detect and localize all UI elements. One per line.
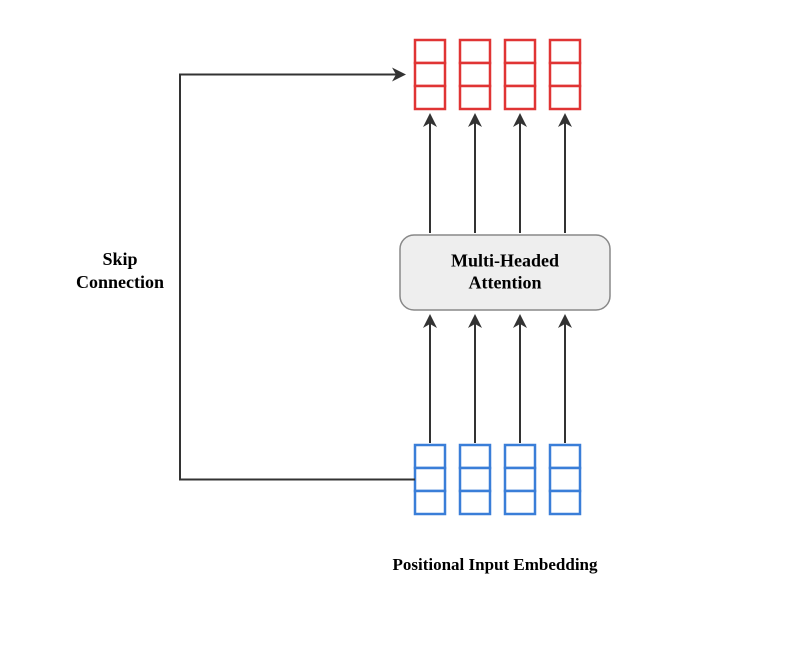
architecture-diagram: Multi-Headed Attention Skip Connection P… bbox=[0, 0, 800, 654]
embedding-cell bbox=[550, 491, 580, 514]
arrows-input-to-attention bbox=[430, 316, 565, 443]
attention-block: Multi-Headed Attention bbox=[400, 235, 610, 310]
embedding-cell bbox=[505, 86, 535, 109]
embedding-cell bbox=[505, 40, 535, 63]
embedding-cell bbox=[415, 86, 445, 109]
embedding-cell bbox=[550, 40, 580, 63]
embedding-cell bbox=[460, 40, 490, 63]
input-embeddings bbox=[415, 445, 580, 514]
embedding-cell bbox=[460, 86, 490, 109]
embedding-cell bbox=[505, 468, 535, 491]
embedding-cell bbox=[460, 468, 490, 491]
embedding-cell bbox=[415, 40, 445, 63]
skip-label-line1: Skip bbox=[102, 249, 137, 269]
embedding-cell bbox=[415, 468, 445, 491]
embedding-cell bbox=[460, 445, 490, 468]
attention-label-line2: Attention bbox=[469, 273, 542, 293]
arrows-attention-to-output bbox=[430, 115, 565, 233]
embedding-cell bbox=[550, 468, 580, 491]
skip-connection-arrow bbox=[180, 75, 415, 480]
embedding-cell bbox=[550, 86, 580, 109]
embedding-cell bbox=[415, 445, 445, 468]
skip-label-line2: Connection bbox=[76, 272, 164, 292]
embedding-cell bbox=[505, 63, 535, 86]
embedding-cell bbox=[460, 63, 490, 86]
attention-label-line1: Multi-Headed bbox=[451, 251, 559, 271]
embedding-cell bbox=[460, 491, 490, 514]
embedding-cell bbox=[415, 491, 445, 514]
embedding-cell bbox=[505, 445, 535, 468]
embedding-cell bbox=[505, 491, 535, 514]
bottom-caption: Positional Input Embedding bbox=[392, 555, 598, 574]
embedding-cell bbox=[550, 445, 580, 468]
output-embeddings bbox=[415, 40, 580, 109]
embedding-cell bbox=[550, 63, 580, 86]
embedding-cell bbox=[415, 63, 445, 86]
